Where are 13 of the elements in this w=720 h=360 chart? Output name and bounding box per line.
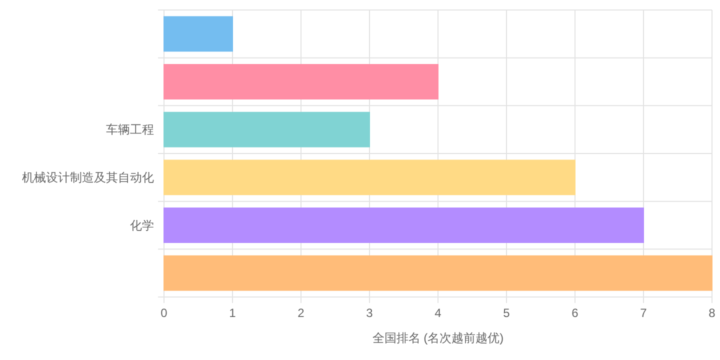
x-tick-label: 5 xyxy=(503,306,510,320)
x-axis-title: 全国排名 (名次越前越优) xyxy=(372,331,504,345)
x-tick-label: 7 xyxy=(640,306,648,320)
x-tick-label: 6 xyxy=(572,306,579,320)
x-tick-label: 0 xyxy=(160,306,168,320)
x-tick-label: 1 xyxy=(229,306,236,320)
x-tick-label: 8 xyxy=(708,306,716,320)
y-tick-label: 机械设计制造及其自动化 xyxy=(22,170,154,184)
x-tick-label: 4 xyxy=(434,306,442,320)
x-tick-label: 2 xyxy=(298,306,305,320)
y-tick-label: 车辆工程 xyxy=(106,122,154,137)
y-tick-label: 化学 xyxy=(130,218,154,232)
x-tick-label: 3 xyxy=(366,306,374,320)
